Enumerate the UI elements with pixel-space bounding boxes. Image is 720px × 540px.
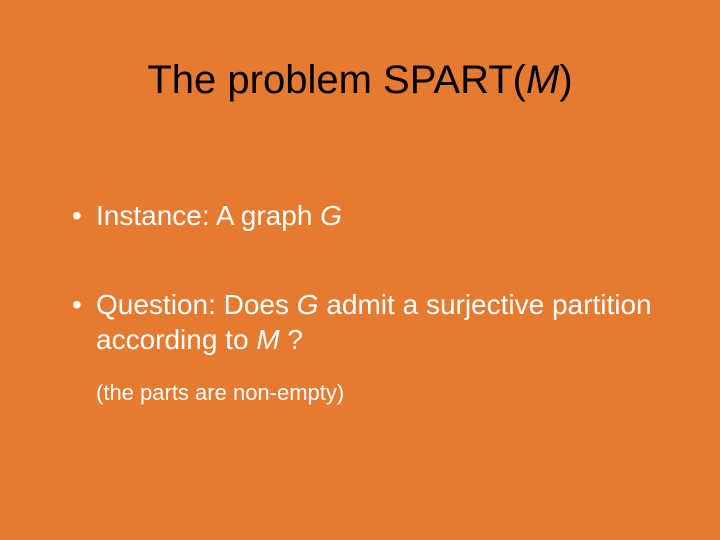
text-run: ? (280, 324, 303, 355)
bullet-item: • Question: Does G admit a surjective pa… (72, 287, 660, 357)
title-prefix: The problem SPART( (147, 58, 526, 102)
title-variable-italic: M (526, 58, 559, 102)
text-run-italic: G (297, 289, 319, 320)
note-text: (the parts are non-empty) (96, 379, 660, 407)
slide: The problem SPART(M) • Instance: A graph… (0, 0, 720, 540)
bullet-text: Instance: A graph G (96, 198, 660, 233)
text-run: Instance: A graph (96, 200, 320, 231)
spacer (72, 233, 660, 287)
bullet-list: • Instance: A graph G • Question: Does G… (72, 198, 660, 407)
bullet-text: Question: Does G admit a surjective part… (96, 287, 660, 357)
bullet-item: • Instance: A graph G (72, 198, 660, 233)
bullet-mark: • (72, 198, 96, 233)
text-run-italic: M (256, 324, 279, 355)
text-run: Question: Does (96, 289, 297, 320)
text-run-italic: G (320, 200, 342, 231)
bullet-mark: • (72, 287, 96, 322)
slide-title: The problem SPART(M) (0, 58, 720, 103)
title-suffix: ) (559, 58, 572, 102)
